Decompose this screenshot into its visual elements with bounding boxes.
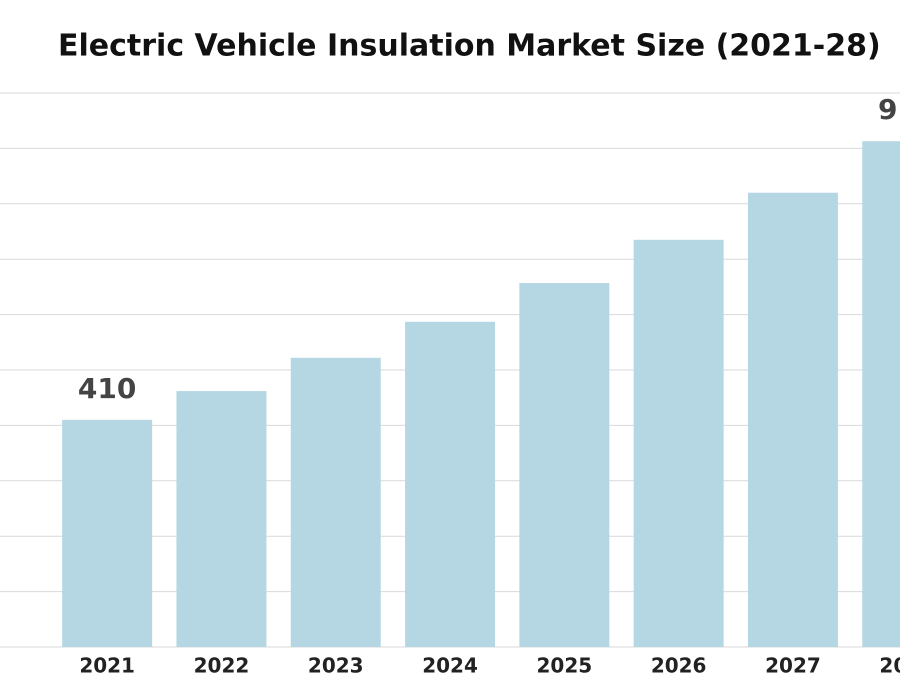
x-tick-label: 2022: [194, 654, 250, 678]
bar: [62, 419, 153, 647]
bar: [519, 283, 610, 647]
chart-title: Electric Vehicle Insulation Market Size …: [58, 29, 881, 64]
value-label: 410: [78, 372, 136, 405]
x-tick-label: 2023: [308, 654, 364, 678]
x-tick-label: 2027: [765, 654, 821, 678]
x-tick-label: 2021: [79, 654, 135, 678]
x-tick-label: 2025: [537, 654, 593, 678]
bar: [290, 357, 381, 647]
x-tick-label: 2026: [651, 654, 707, 678]
bar: [405, 321, 496, 647]
bar: [633, 239, 724, 647]
bar: [862, 141, 900, 647]
x-tick-label: 2028: [879, 654, 900, 678]
value-label: 913: [878, 93, 900, 126]
bar: [176, 391, 267, 647]
bar: [747, 192, 838, 647]
x-tick-label: 2024: [422, 654, 478, 678]
